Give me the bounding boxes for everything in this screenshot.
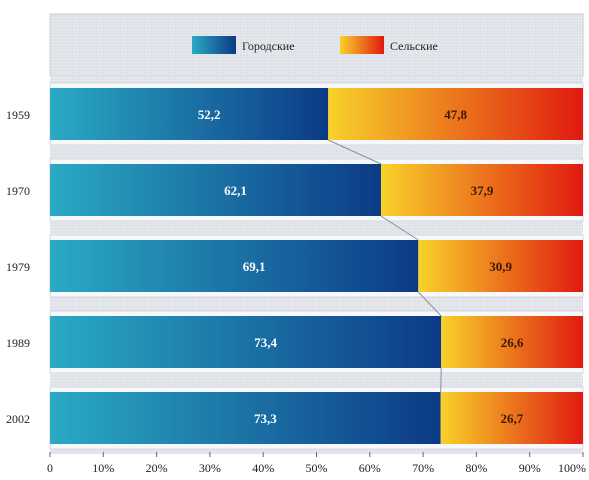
bar-urban-1989 bbox=[50, 316, 442, 368]
category-label: 1989 bbox=[6, 336, 30, 350]
legend-swatch-0 bbox=[192, 36, 236, 54]
legend-swatch-1 bbox=[340, 36, 384, 54]
category-label: 2002 bbox=[6, 412, 30, 426]
x-axis: 0 10% 20% 30% 40% 50% 60% 70% 80% 90% 100% bbox=[47, 452, 586, 475]
x-tick-label: 100% bbox=[558, 461, 586, 475]
legend: Городские Сельские bbox=[192, 36, 438, 54]
x-tick-label: 80% bbox=[465, 461, 487, 475]
series-line bbox=[328, 139, 382, 165]
x-tick-label: 40% bbox=[252, 461, 274, 475]
x-tick-label: 20% bbox=[146, 461, 168, 475]
bar-value-label: 52,2 bbox=[198, 107, 221, 122]
series-line bbox=[417, 291, 442, 317]
bar-urban-1979 bbox=[50, 240, 419, 292]
bar-value-label: 26,6 bbox=[501, 335, 524, 350]
bar-value-label: 73,4 bbox=[254, 335, 277, 350]
legend-background bbox=[49, 13, 584, 77]
bar-value-label: 30,9 bbox=[489, 259, 512, 274]
series-line bbox=[380, 215, 419, 241]
bar-rural-2002 bbox=[440, 392, 583, 444]
bar-value-label: 62,1 bbox=[224, 183, 247, 198]
category-label: 1979 bbox=[6, 260, 30, 274]
bars: 52,2 47,8 62,1 37,9 69,1 30,9 73,4 26,6 73,3 26,7 bbox=[50, 88, 583, 444]
x-tick-label: 30% bbox=[199, 461, 221, 475]
bar-urban-1970 bbox=[50, 164, 381, 216]
x-tick-label: 0 bbox=[47, 461, 53, 475]
legend-label-0: Городские bbox=[242, 39, 295, 53]
bar-rural-1989 bbox=[441, 316, 583, 368]
series-lines bbox=[328, 139, 442, 393]
bar-rural-1970 bbox=[380, 164, 583, 216]
category-label: 1959 bbox=[6, 108, 30, 122]
x-tick-label: 10% bbox=[92, 461, 114, 475]
bar-value-label: 69,1 bbox=[243, 259, 266, 274]
bar-urban-1959 bbox=[50, 88, 329, 140]
bar-urban-2002 bbox=[50, 392, 441, 444]
bar-value-label: 73,3 bbox=[254, 411, 277, 426]
series-line bbox=[440, 367, 442, 393]
bar-value-label: 37,9 bbox=[471, 183, 494, 198]
bar-rural-1959 bbox=[328, 88, 583, 140]
bar-rural-1979 bbox=[418, 240, 583, 292]
category-labels: 1959 1970 1979 1989 2002 bbox=[6, 108, 30, 426]
x-tick-label: 50% bbox=[306, 461, 328, 475]
x-tick-label: 60% bbox=[359, 461, 381, 475]
bar-value-label: 47,8 bbox=[444, 107, 467, 122]
bar-value-label: 26,7 bbox=[500, 411, 523, 426]
x-tick-label: 70% bbox=[412, 461, 434, 475]
category-label: 1970 bbox=[6, 184, 30, 198]
legend-label-1: Сельские bbox=[390, 39, 438, 53]
x-tick-label: 90% bbox=[519, 461, 541, 475]
